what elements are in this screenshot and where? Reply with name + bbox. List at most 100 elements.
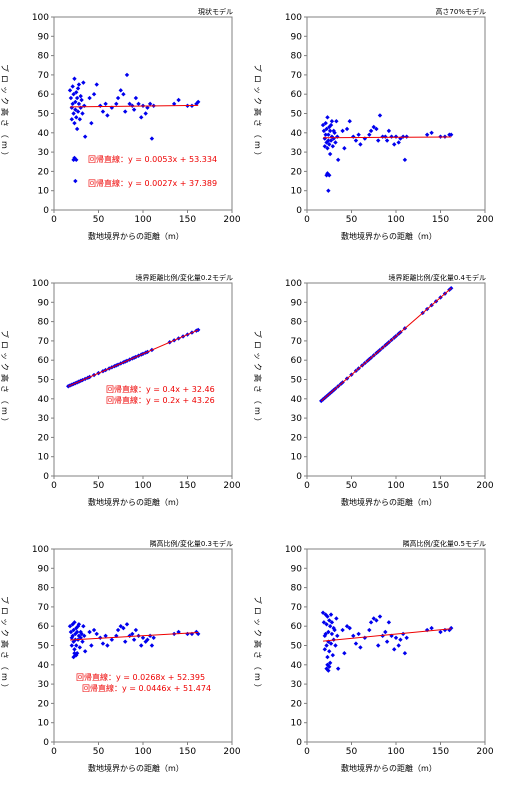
chart-panel: 0 10 20 30 40 50 60 70 80 90 100 0 50 100 150 200 境界距離比例… — [106, 266, 506, 528]
data-point — [70, 84, 75, 89]
scatter-plot: 0 10 20 30 40 50 60 70 80 90 100 0 50 100 150 200 — [32, 13, 241, 225]
data-point — [81, 80, 86, 85]
data-point — [145, 105, 150, 110]
y-tick-label: 70 — [291, 337, 303, 347]
data-point — [89, 643, 94, 648]
y-axis-label: ブロック高さ（m） — [253, 330, 262, 429]
data-point — [77, 117, 83, 122]
data-point — [78, 93, 83, 99]
data-point — [105, 113, 110, 118]
data-point — [82, 649, 88, 654]
data-point — [324, 126, 329, 132]
x-tick-label: 100 — [387, 215, 404, 225]
y-tick-label: 60 — [291, 622, 303, 632]
data-point — [358, 142, 363, 147]
data-point — [389, 134, 394, 139]
data-point — [103, 101, 108, 107]
data-point — [327, 624, 333, 629]
x-tick-label: 150 — [432, 481, 449, 491]
data-point — [368, 620, 374, 625]
data-point — [393, 134, 399, 139]
y-tick-label: 50 — [38, 110, 50, 120]
y-tick-label: 20 — [291, 433, 303, 443]
data-point — [143, 111, 148, 116]
y-tick-label: 0 — [296, 206, 302, 216]
y-tick-label: 20 — [38, 167, 50, 177]
data-point — [124, 622, 130, 627]
data-point — [322, 647, 327, 652]
regression-line — [68, 329, 199, 387]
data-point — [353, 641, 359, 646]
data-point — [323, 132, 328, 137]
data-point — [109, 637, 115, 642]
regression-equation-label: 回帰直線：y = 0.0446x + 51.474 — [82, 684, 212, 693]
data-point — [321, 128, 327, 134]
regression-line — [320, 287, 452, 402]
data-point — [149, 136, 155, 141]
y-tick-label: 60 — [38, 622, 50, 632]
data-point — [195, 99, 201, 105]
data-point — [327, 649, 332, 654]
data-point — [429, 130, 434, 135]
data-point — [327, 660, 333, 666]
data-point — [118, 88, 123, 93]
y-tick-label: 50 — [291, 110, 303, 120]
data-point — [327, 664, 332, 669]
data-point — [322, 144, 327, 149]
regression-line — [70, 104, 199, 108]
y-tick-label: 90 — [38, 32, 50, 42]
data-point — [70, 101, 75, 107]
data-point — [376, 138, 381, 143]
data-point — [323, 612, 328, 617]
x-tick-label: 200 — [476, 215, 493, 225]
data-point — [340, 128, 345, 134]
data-point — [328, 612, 334, 617]
data-point — [396, 140, 401, 145]
data-point — [195, 327, 201, 333]
data-point — [105, 643, 110, 648]
data-point — [147, 101, 153, 107]
y-axis-label: ブロック高さ（m） — [0, 596, 9, 695]
data-point — [329, 134, 335, 139]
y-tick-label: 10 — [38, 187, 50, 197]
y-tick-label: 90 — [291, 298, 303, 308]
data-point — [171, 101, 177, 107]
data-point — [376, 643, 381, 648]
data-point — [328, 122, 334, 128]
data-point — [69, 105, 74, 110]
data-point — [81, 624, 86, 629]
data-point — [123, 639, 128, 644]
scatter-plot: 0 10 20 30 40 50 60 70 80 90 100 0 50 100 150 200 — [285, 545, 494, 757]
y-tick-label: 80 — [291, 52, 303, 62]
data-point — [76, 82, 82, 87]
data-point — [396, 643, 401, 648]
data-point — [77, 645, 83, 650]
y-tick-label: 90 — [291, 564, 303, 574]
data-point — [98, 103, 103, 108]
regression-equation-label: 回帰直線：y = 0.0027x + 37.389 — [88, 179, 218, 188]
x-tick-label: 0 — [51, 747, 57, 757]
data-point — [351, 134, 356, 139]
data-point — [71, 639, 76, 644]
data-point — [74, 90, 79, 95]
data-point — [121, 625, 126, 631]
x-tick-label: 50 — [346, 747, 358, 757]
data-point — [342, 651, 347, 656]
data-point — [72, 120, 77, 126]
y-tick-label: 20 — [38, 699, 50, 709]
data-point — [324, 643, 329, 648]
y-tick-label: 50 — [38, 642, 50, 652]
x-tick-label: 100 — [387, 481, 404, 491]
y-tick-label: 50 — [291, 376, 303, 386]
y-tick-label: 80 — [38, 52, 50, 62]
chart-title: 高さ70%モデル — [435, 8, 486, 16]
x-tick-label: 50 — [93, 481, 105, 491]
data-point — [448, 625, 454, 631]
data-point — [327, 142, 332, 147]
data-point — [75, 109, 81, 114]
data-point — [74, 157, 79, 163]
data-point — [342, 146, 347, 151]
y-tick-label: 60 — [38, 90, 50, 100]
chart-panel: 0 10 20 30 40 50 60 70 80 90 100 0 50 100 150 200 高さ70%モ… — [88, 0, 506, 262]
data-point — [353, 138, 359, 143]
